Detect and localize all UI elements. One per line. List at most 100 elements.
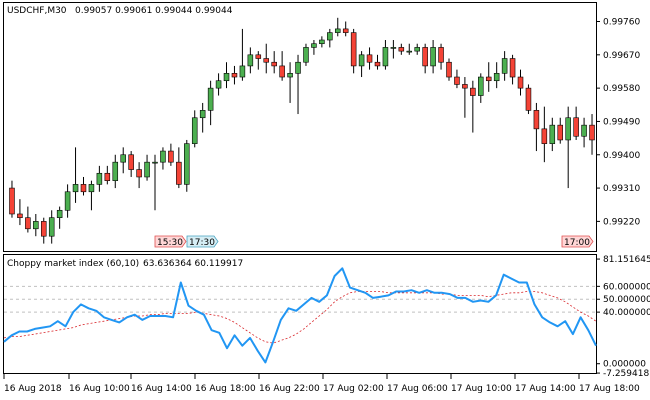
candle-body xyxy=(589,124,595,141)
bear-candle xyxy=(255,51,262,70)
time-tag-label: 17:00 xyxy=(564,238,590,248)
bear-candle xyxy=(17,199,23,226)
indicator-tick-label: -7.259418 xyxy=(603,369,649,379)
bear-candle xyxy=(128,151,134,177)
bear-candle xyxy=(446,58,452,81)
bull-candle xyxy=(247,47,254,74)
candle-body xyxy=(327,32,333,41)
bull-candle xyxy=(152,154,158,211)
candle-body xyxy=(501,58,508,74)
candle-body xyxy=(287,73,293,78)
indicator-pane[interactable]: Choppy market index (60,10) 63.636364 60… xyxy=(3,254,597,374)
candle-body xyxy=(517,76,524,89)
bear-candle xyxy=(374,54,381,70)
bear-candle xyxy=(589,114,595,155)
candle-body xyxy=(581,124,587,137)
time-tick-label: 17 Aug 02:00 xyxy=(323,384,384,394)
candle-body xyxy=(485,76,492,82)
candle-body xyxy=(398,47,405,52)
price-tick-label: 0.99490 xyxy=(603,117,640,127)
candle-body xyxy=(223,73,230,82)
candle-body xyxy=(350,32,357,67)
candle-body xyxy=(64,191,71,211)
candle-body xyxy=(279,65,285,78)
bull-candle xyxy=(581,117,587,148)
candle-body xyxy=(390,47,397,49)
time-tag-shape xyxy=(154,235,187,248)
indicator-pane-frame xyxy=(3,254,597,374)
candle-body xyxy=(207,87,214,111)
time-tag-label: 15:30 xyxy=(157,238,183,248)
bull-candle xyxy=(358,51,365,78)
indicator-values: 63.636364 60.119917 xyxy=(143,259,243,269)
bear-candle xyxy=(168,143,174,166)
bear-candle xyxy=(271,51,277,74)
candle-body xyxy=(541,128,548,144)
candle-body xyxy=(25,217,31,230)
candle-body xyxy=(152,161,158,164)
candle-body xyxy=(17,213,23,218)
candle-body xyxy=(247,54,254,67)
candle-body xyxy=(342,28,349,33)
candle-body xyxy=(136,169,142,178)
bull-candle xyxy=(160,147,166,170)
candle-body xyxy=(72,184,79,193)
bull-candle xyxy=(303,43,309,66)
bull-candle xyxy=(88,180,95,211)
candle-body xyxy=(549,124,556,144)
bear-candle xyxy=(40,217,47,244)
time-tag: 15:30 xyxy=(154,235,187,248)
bull-candle xyxy=(144,154,150,181)
candle-body xyxy=(573,117,579,137)
signal-line xyxy=(3,291,597,344)
symbol-title: USDCHF,M30 xyxy=(7,6,67,16)
candle-body xyxy=(144,161,150,178)
bull-candle xyxy=(215,73,222,96)
candle-body xyxy=(160,150,166,163)
time-tick-label: 16 Aug 18:00 xyxy=(195,384,256,394)
candle-body xyxy=(533,110,540,130)
candle-body xyxy=(112,161,119,181)
time-tag-label: 17:30 xyxy=(189,238,215,248)
candle-body xyxy=(120,154,126,163)
price-pane[interactable]: USDCHF,M30 0.99057 0.99061 0.99044 0.990… xyxy=(3,2,597,252)
time-tag-shape xyxy=(186,235,219,248)
bear-candle xyxy=(350,28,357,74)
time-tick-label: 17 Aug 18:00 xyxy=(579,384,640,394)
bull-candle xyxy=(184,139,190,192)
bull-candle xyxy=(33,213,39,237)
bear-candle xyxy=(366,47,373,70)
candle-body xyxy=(430,47,436,67)
bear-candle xyxy=(517,69,524,96)
bull-candle xyxy=(199,102,206,133)
candle-body xyxy=(263,58,270,63)
candle-body xyxy=(478,76,484,96)
bear-candle xyxy=(9,180,15,218)
candle-body xyxy=(33,221,39,230)
bear-candle xyxy=(485,62,492,92)
indicator-tick-label: 0.000000 xyxy=(603,360,646,370)
candle-body xyxy=(454,76,460,85)
candle-body xyxy=(382,47,389,67)
bear-candle xyxy=(557,117,564,144)
bear-candle xyxy=(80,176,87,196)
candle-body xyxy=(176,161,182,185)
candle-body xyxy=(557,124,564,141)
candle-body xyxy=(358,54,365,67)
bull-candle xyxy=(96,165,103,192)
candle-body xyxy=(470,87,476,96)
candle-body xyxy=(462,84,468,89)
bear-candle xyxy=(462,77,468,118)
bull-candle xyxy=(549,117,556,152)
bull-candle xyxy=(112,154,119,189)
price-tick-label: 0.99220 xyxy=(603,217,640,227)
bull-candle xyxy=(223,62,230,89)
candle-body xyxy=(565,117,571,141)
bear-candle xyxy=(422,43,428,74)
candle-body xyxy=(96,172,103,185)
indicator-tick-label: 60.000000 xyxy=(603,282,650,292)
bull-candle xyxy=(430,40,436,74)
candle-body xyxy=(80,184,87,193)
bull-candle xyxy=(493,62,500,89)
